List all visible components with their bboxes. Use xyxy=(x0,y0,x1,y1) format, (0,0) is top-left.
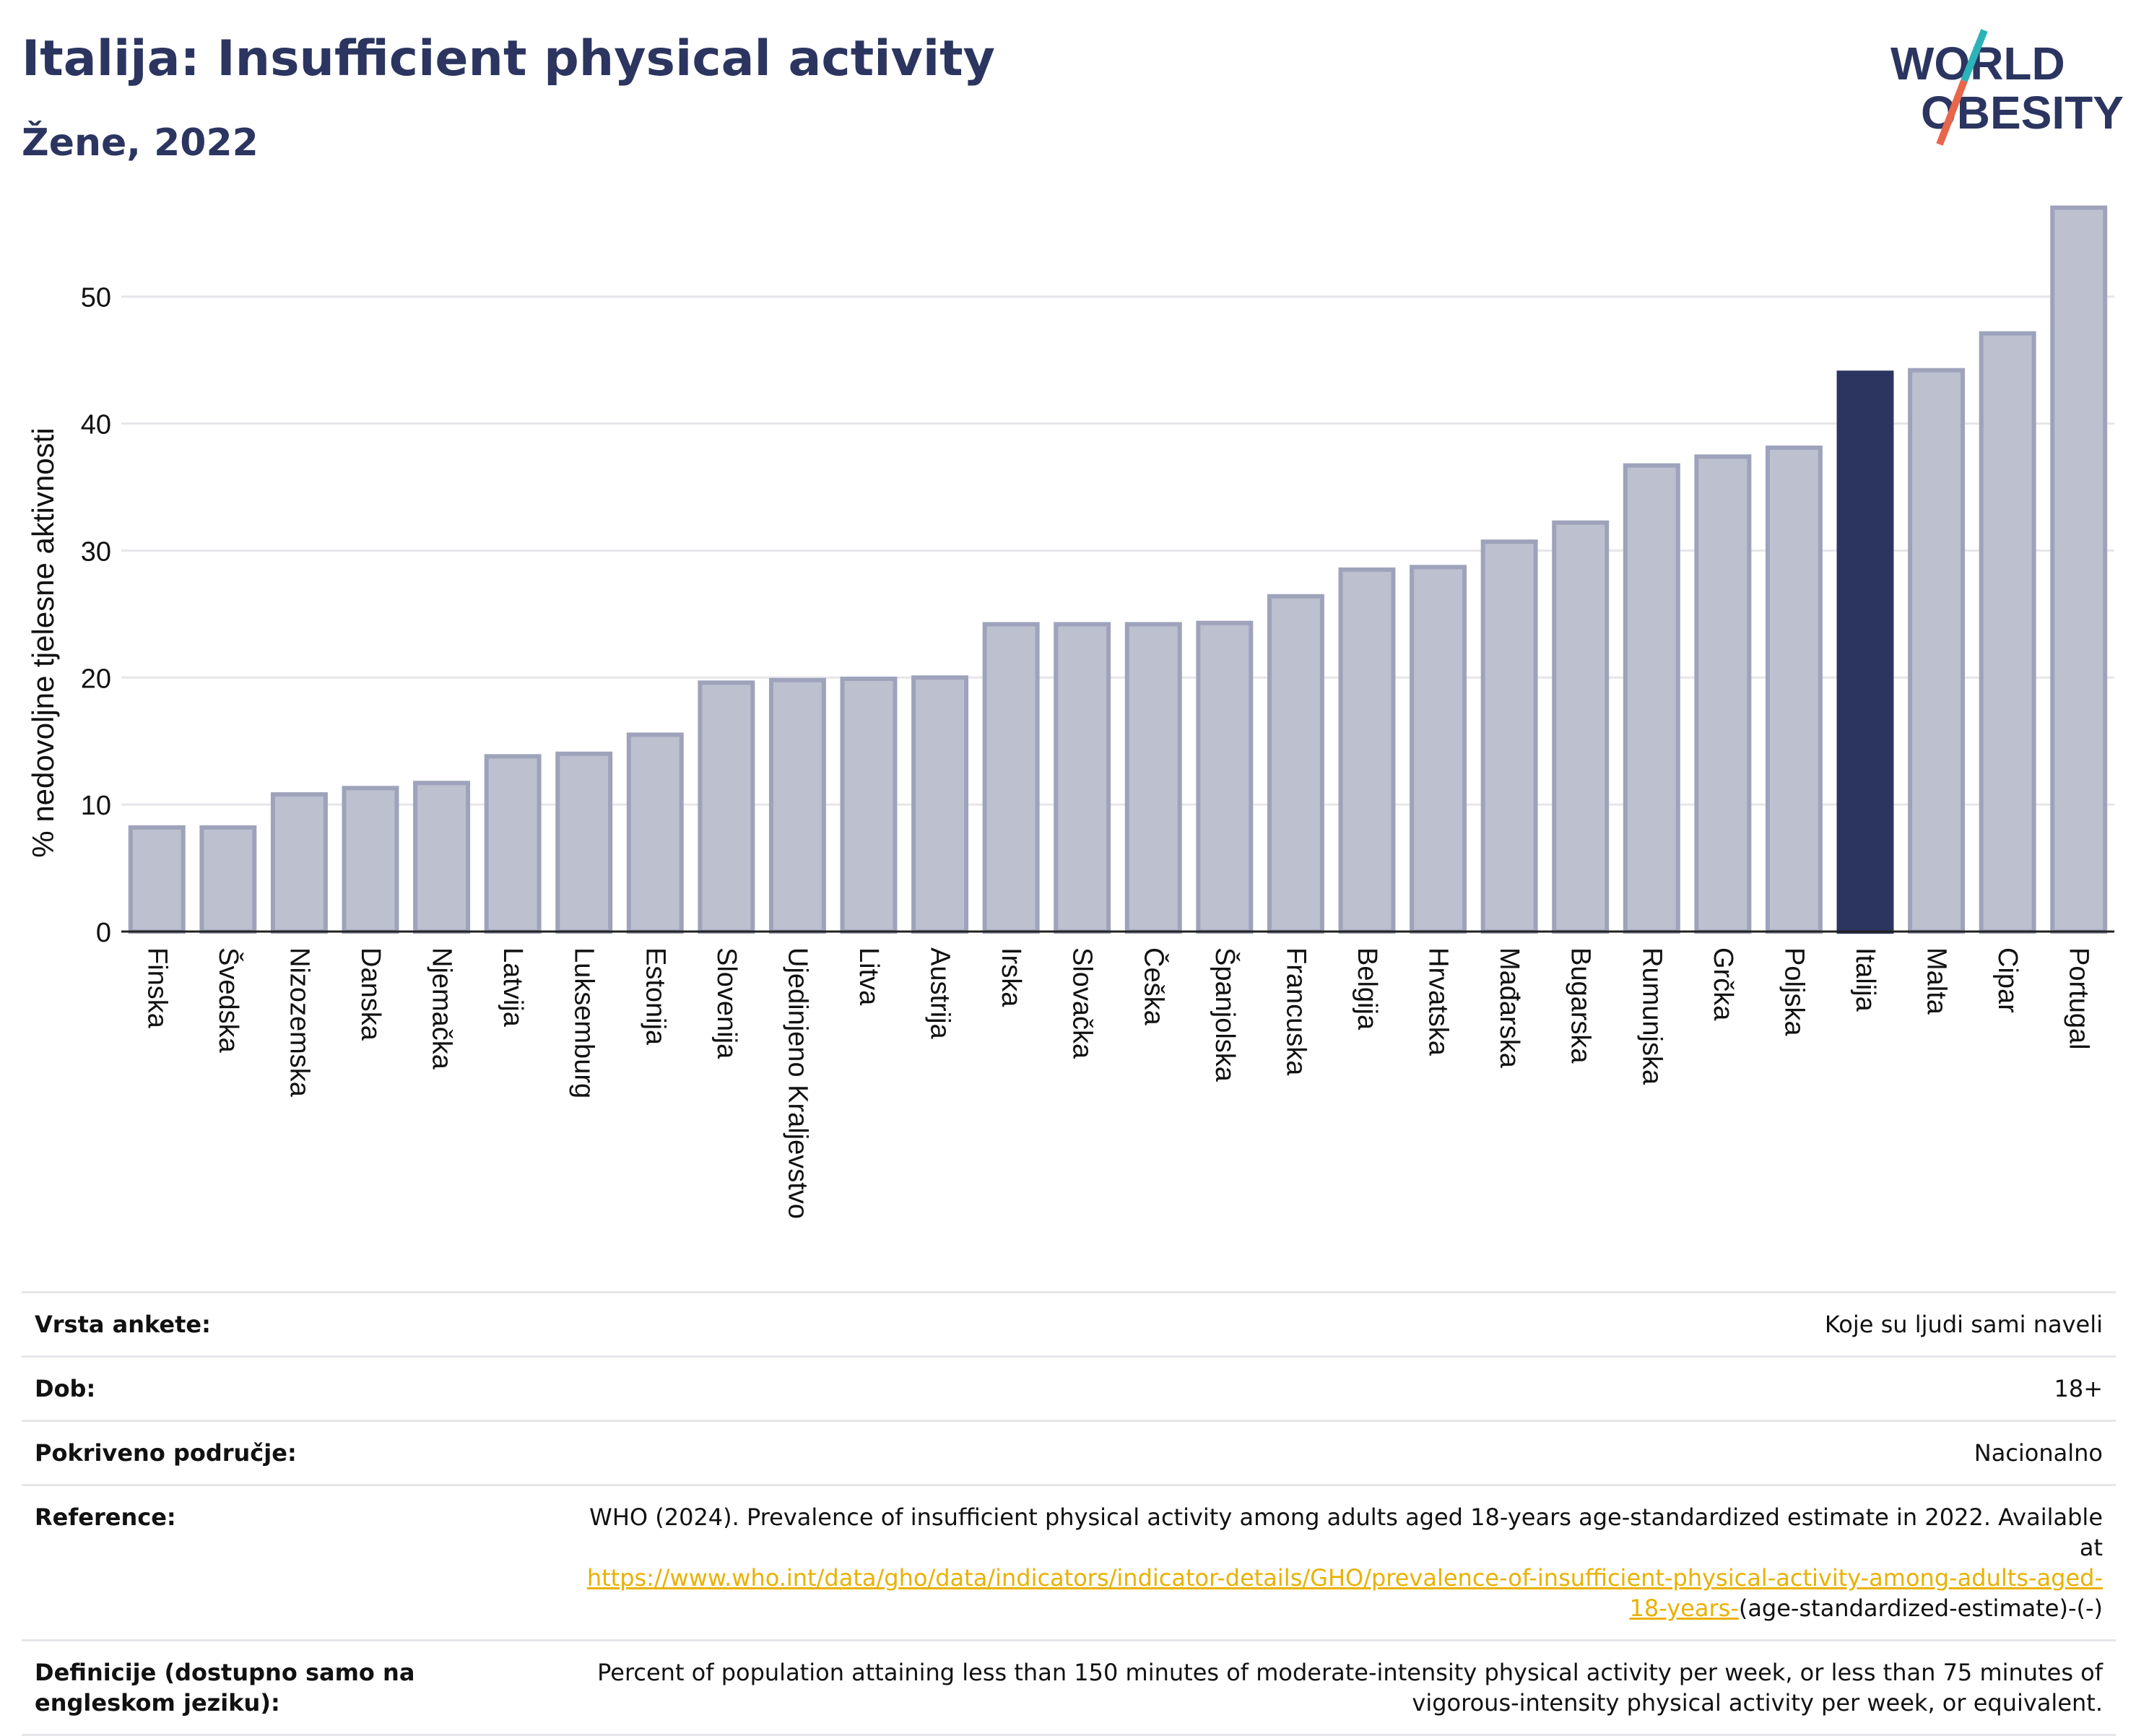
page-subtitle: Žene, 2022 xyxy=(22,121,259,165)
bar xyxy=(1410,565,1467,934)
x-tick-label: Hrvatska xyxy=(1423,947,1454,1056)
x-tick-label: Bugarska xyxy=(1566,947,1596,1064)
x-tick-label: Španjolska xyxy=(1210,947,1241,1082)
bar-chart: 0 10 20 30 40 50 Finska Švedska Nizozemska Dansk… xyxy=(26,205,2114,1219)
reference-text: WHO (2024). Prevalence of insufficient p… xyxy=(589,1503,2103,1561)
bar xyxy=(1480,539,1538,934)
y-tick-label: 0 xyxy=(96,918,111,948)
bar xyxy=(982,622,1040,934)
coverage-value: Nacionalno xyxy=(1974,1439,2103,1467)
survey-type-value: Koje su ljudi sami naveli xyxy=(1824,1311,2103,1338)
definition-value: Percent of population attaining less tha… xyxy=(597,1659,2103,1717)
bar xyxy=(1765,445,1823,934)
bar xyxy=(626,732,684,934)
bar xyxy=(484,754,542,934)
y-tick-labels: 0 10 20 30 40 50 xyxy=(81,283,111,948)
x-tick-label: Litva xyxy=(854,947,884,1006)
x-tick-label: Irska xyxy=(996,947,1026,1007)
y-tick-label: 30 xyxy=(81,537,111,567)
reference-link[interactable]: https://www.who.int/data/gho/data/indica… xyxy=(586,1564,2103,1592)
reference-value: WHO (2024). Prevalence of insufficient p… xyxy=(583,1502,2103,1623)
x-tick-label: Slovenija xyxy=(711,947,742,1059)
bar-highlighted xyxy=(1836,370,1894,934)
x-tick-label: Rumunjska xyxy=(1636,947,1667,1085)
x-tick-label: Slovačka xyxy=(1067,947,1098,1059)
x-tick-label: Cipar xyxy=(1992,947,2023,1013)
y-tick-label: 40 xyxy=(81,410,111,440)
age-label: Dob: xyxy=(35,1375,96,1402)
bar xyxy=(1267,594,1324,934)
logo-slash-bottom xyxy=(1936,79,1968,146)
x-tick-label: Mađarska xyxy=(1494,947,1524,1069)
y-tick-label: 10 xyxy=(81,791,111,821)
info-table: Vrsta ankete: Koje su ljudi sami naveli … xyxy=(22,1291,2116,1736)
survey-type-label: Vrsta ankete: xyxy=(35,1311,211,1338)
bar xyxy=(1908,368,1966,934)
bar xyxy=(840,677,898,934)
x-tick-label: Estonija xyxy=(640,947,670,1046)
bar xyxy=(911,675,969,934)
x-tick-label: Švedska xyxy=(213,947,245,1054)
world-obesity-logo: WORLD OBESITY xyxy=(1890,29,2123,146)
bar xyxy=(1552,520,1610,934)
y-tick-label: 20 xyxy=(81,664,111,694)
x-tick-label: Belgija xyxy=(1352,947,1382,1030)
x-tick-label: Malta xyxy=(1922,947,1952,1015)
info-row-reference: Reference: WHO (2024). Prevalence of ins… xyxy=(22,1484,2116,1639)
bar xyxy=(1623,463,1680,934)
bar xyxy=(1054,622,1111,934)
bar xyxy=(270,792,328,934)
y-axis-label: % nedovoljne tjelesne aktivnosti xyxy=(26,428,60,857)
bar xyxy=(555,751,613,934)
bar xyxy=(128,825,186,934)
info-row-definition: Definicije (dostupno samo na engleskom j… xyxy=(22,1639,2116,1736)
x-tick-label: Češka xyxy=(1138,947,1170,1026)
bar xyxy=(1124,622,1182,934)
coverage-label: Pokriveno područje: xyxy=(35,1439,297,1467)
info-row-coverage: Pokriveno područje: Nacionalno xyxy=(22,1420,2116,1484)
x-tick-label: Poljska xyxy=(1779,947,1809,1036)
x-tick-label: Grčka xyxy=(1708,947,1738,1021)
bar xyxy=(768,677,826,934)
bar xyxy=(413,781,471,934)
info-row-survey-type: Vrsta ankete: Koje su ljudi sami naveli xyxy=(22,1291,2116,1355)
bar xyxy=(1694,454,1752,934)
bar xyxy=(199,825,257,934)
reference-label: Reference: xyxy=(35,1503,176,1531)
bar xyxy=(1979,331,2036,934)
x-tick-label: Francuska xyxy=(1280,947,1311,1076)
x-tick-label: Nizozemska xyxy=(284,947,314,1098)
logo-slash-top xyxy=(1961,29,1988,82)
definition-label: Definicije (dostupno samo na engleskom j… xyxy=(35,1659,415,1717)
info-row-age: Dob: 18+ xyxy=(22,1355,2116,1420)
reference-suffix: (age-standardized-estimate)-(-) xyxy=(1738,1594,2103,1622)
bar xyxy=(1338,567,1396,934)
x-tick-labels: Finska Švedska Nizozemska Danska Njemačka Lat… xyxy=(142,947,2093,1219)
page-title: Italija: Insufficient physical activity xyxy=(22,30,995,87)
y-tick-label: 50 xyxy=(81,283,111,313)
bar xyxy=(342,786,399,934)
reference-link-continued[interactable]: 18-years- xyxy=(1629,1594,1739,1622)
x-tick-label: Portugal xyxy=(2064,947,2094,1050)
x-tick-label: Austrija xyxy=(925,947,955,1040)
bar xyxy=(698,680,755,934)
x-tick-label: Italija xyxy=(1850,947,1880,1012)
x-tick-label: Njemačka xyxy=(427,947,457,1070)
x-tick-label: Luksemburg xyxy=(569,947,599,1098)
bars xyxy=(128,205,2108,934)
x-tick-label: Finska xyxy=(142,947,172,1029)
age-value: 18+ xyxy=(2054,1375,2103,1402)
bar xyxy=(2050,205,2108,934)
x-tick-label: Ujedinjeno Kraljevstvo xyxy=(782,947,812,1219)
x-tick-label: Danska xyxy=(355,947,386,1041)
bar xyxy=(1196,620,1254,934)
x-tick-label: Latvija xyxy=(498,947,528,1028)
